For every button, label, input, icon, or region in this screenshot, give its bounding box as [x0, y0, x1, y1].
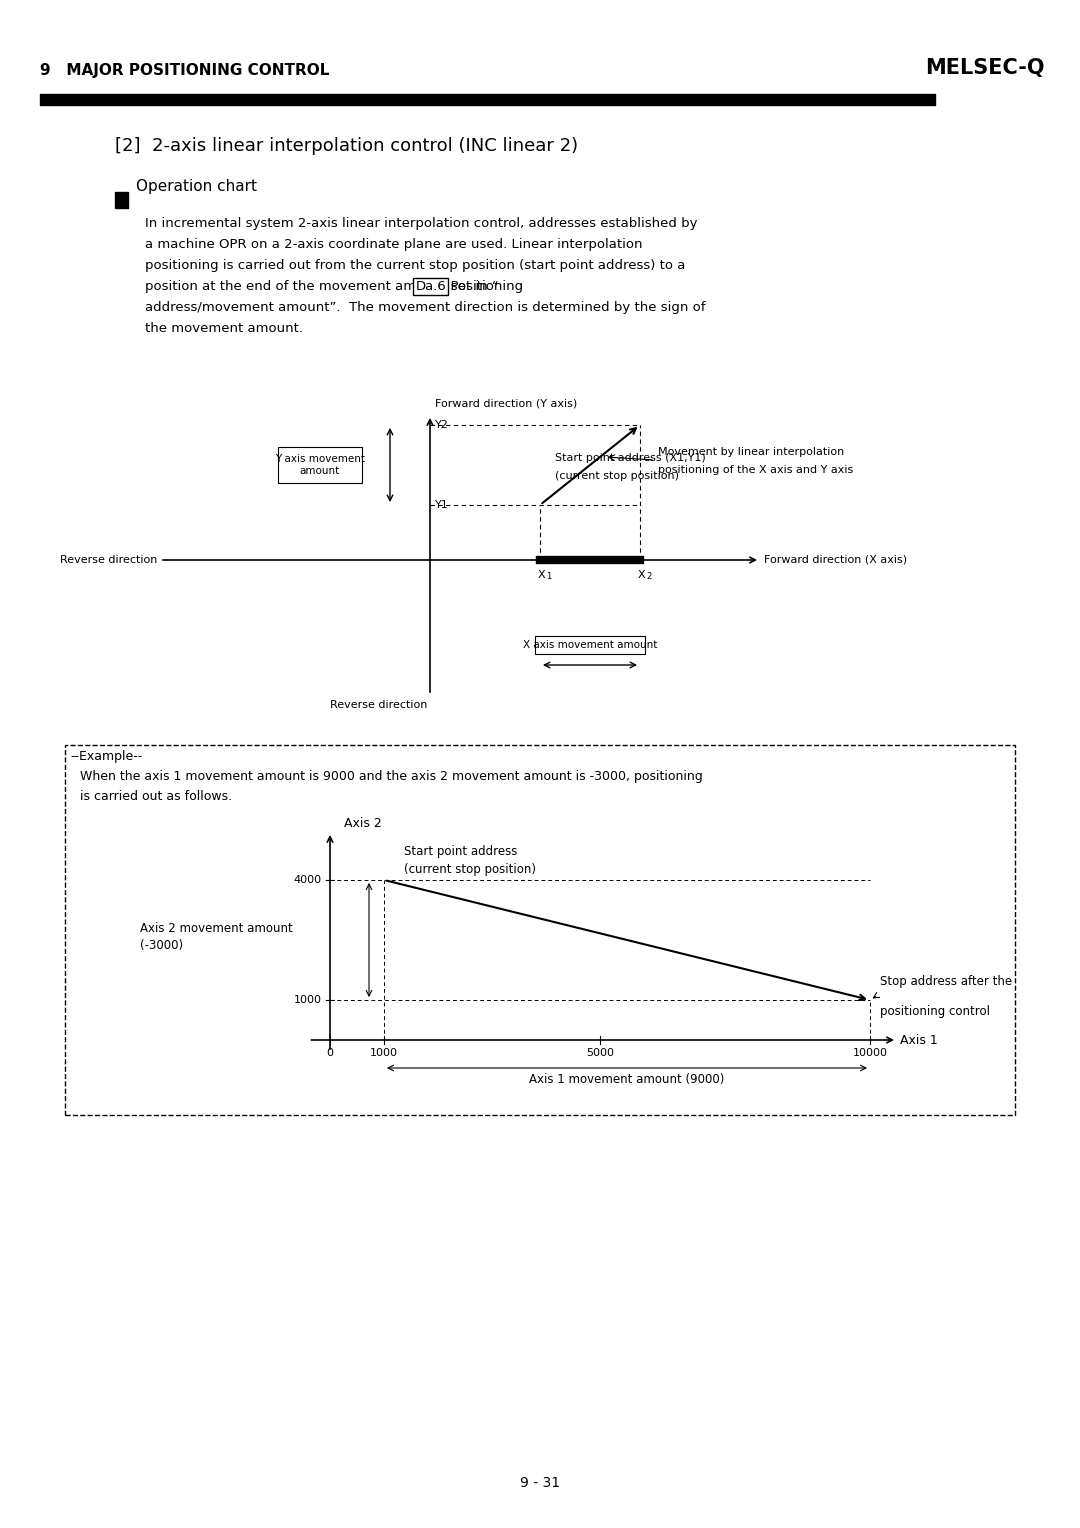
Text: Stop address after the: Stop address after the [880, 975, 1012, 989]
Bar [278, 448, 362, 483]
Text: [2]  2-axis linear interpolation control (INC linear 2): [2] 2-axis linear interpolation control … [114, 138, 578, 154]
Text: Axis 2 movement amount: Axis 2 movement amount [140, 921, 293, 935]
Text: Start point address: Start point address [404, 845, 517, 859]
Text: Positioning: Positioning [443, 280, 524, 293]
Bar [114, 193, 129, 208]
Text: 4000: 4000 [294, 876, 322, 885]
Bar [40, 95, 935, 105]
Text: Y1: Y1 [435, 500, 449, 510]
Text: Axis 1: Axis 1 [900, 1033, 937, 1047]
Text: (-3000): (-3000) [140, 940, 184, 952]
Text: Axis 2: Axis 2 [343, 817, 381, 830]
Text: 5000: 5000 [586, 1048, 615, 1057]
Text: MELSEC-Q: MELSEC-Q [926, 58, 1045, 78]
Text: position at the end of the movement amount set in “: position at the end of the movement amou… [145, 280, 499, 293]
Text: Y axis movement
amount: Y axis movement amount [275, 454, 365, 475]
Text: the movement amount.: the movement amount. [145, 322, 303, 335]
Text: address/movement amount”.  The movement direction is determined by the sign of: address/movement amount”. The movement d… [145, 301, 705, 313]
Text: Reverse direction: Reverse direction [329, 700, 427, 711]
Bar [65, 746, 1015, 1115]
Text: 10000: 10000 [852, 1048, 888, 1057]
Text: 9 - 31: 9 - 31 [519, 1476, 561, 1490]
Bar [535, 636, 645, 654]
Text: 9   MAJOR POSITIONING CONTROL: 9 MAJOR POSITIONING CONTROL [40, 63, 329, 78]
Text: positioning of the X axis and Y axis: positioning of the X axis and Y axis [658, 465, 853, 475]
Text: X: X [638, 570, 646, 581]
Text: 1000: 1000 [294, 995, 322, 1005]
Text: 0: 0 [326, 1048, 334, 1057]
Text: Axis 1 movement amount (9000): Axis 1 movement amount (9000) [529, 1073, 725, 1086]
Text: Operation chart: Operation chart [136, 179, 257, 194]
Text: When the axis 1 movement amount is 9000 and the axis 2 movement amount is -3000,: When the axis 1 movement amount is 9000 … [80, 770, 703, 782]
Text: Da.6: Da.6 [416, 280, 446, 293]
Text: Forward direction (X axis): Forward direction (X axis) [764, 555, 907, 565]
Text: (current stop position): (current stop position) [404, 863, 536, 876]
Text: Start point address (X1,Y1): Start point address (X1,Y1) [555, 452, 705, 463]
Text: Movement by linear interpolation: Movement by linear interpolation [658, 448, 845, 457]
Text: a machine OPR on a 2-axis coordinate plane are used. Linear interpolation: a machine OPR on a 2-axis coordinate pla… [145, 238, 643, 251]
Text: 1000: 1000 [370, 1048, 399, 1057]
Text: Reverse direction: Reverse direction [59, 555, 157, 565]
Text: positioning is carried out from the current stop position (start point address) : positioning is carried out from the curr… [145, 260, 686, 272]
Text: --Example--: --Example-- [70, 750, 143, 762]
Text: (current stop position): (current stop position) [555, 471, 679, 481]
Text: Forward direction (Y axis): Forward direction (Y axis) [435, 397, 577, 408]
Text: positioning control: positioning control [880, 1005, 990, 1018]
Text: is carried out as follows.: is carried out as follows. [80, 790, 232, 804]
Text: X: X [538, 570, 545, 581]
Text: 2: 2 [646, 571, 651, 581]
Text: 1: 1 [546, 571, 551, 581]
Text: Y2: Y2 [435, 420, 449, 429]
Text: X axis movement amount: X axis movement amount [523, 640, 658, 649]
Text: In incremental system 2-axis linear interpolation control, addresses established: In incremental system 2-axis linear inte… [145, 217, 698, 231]
